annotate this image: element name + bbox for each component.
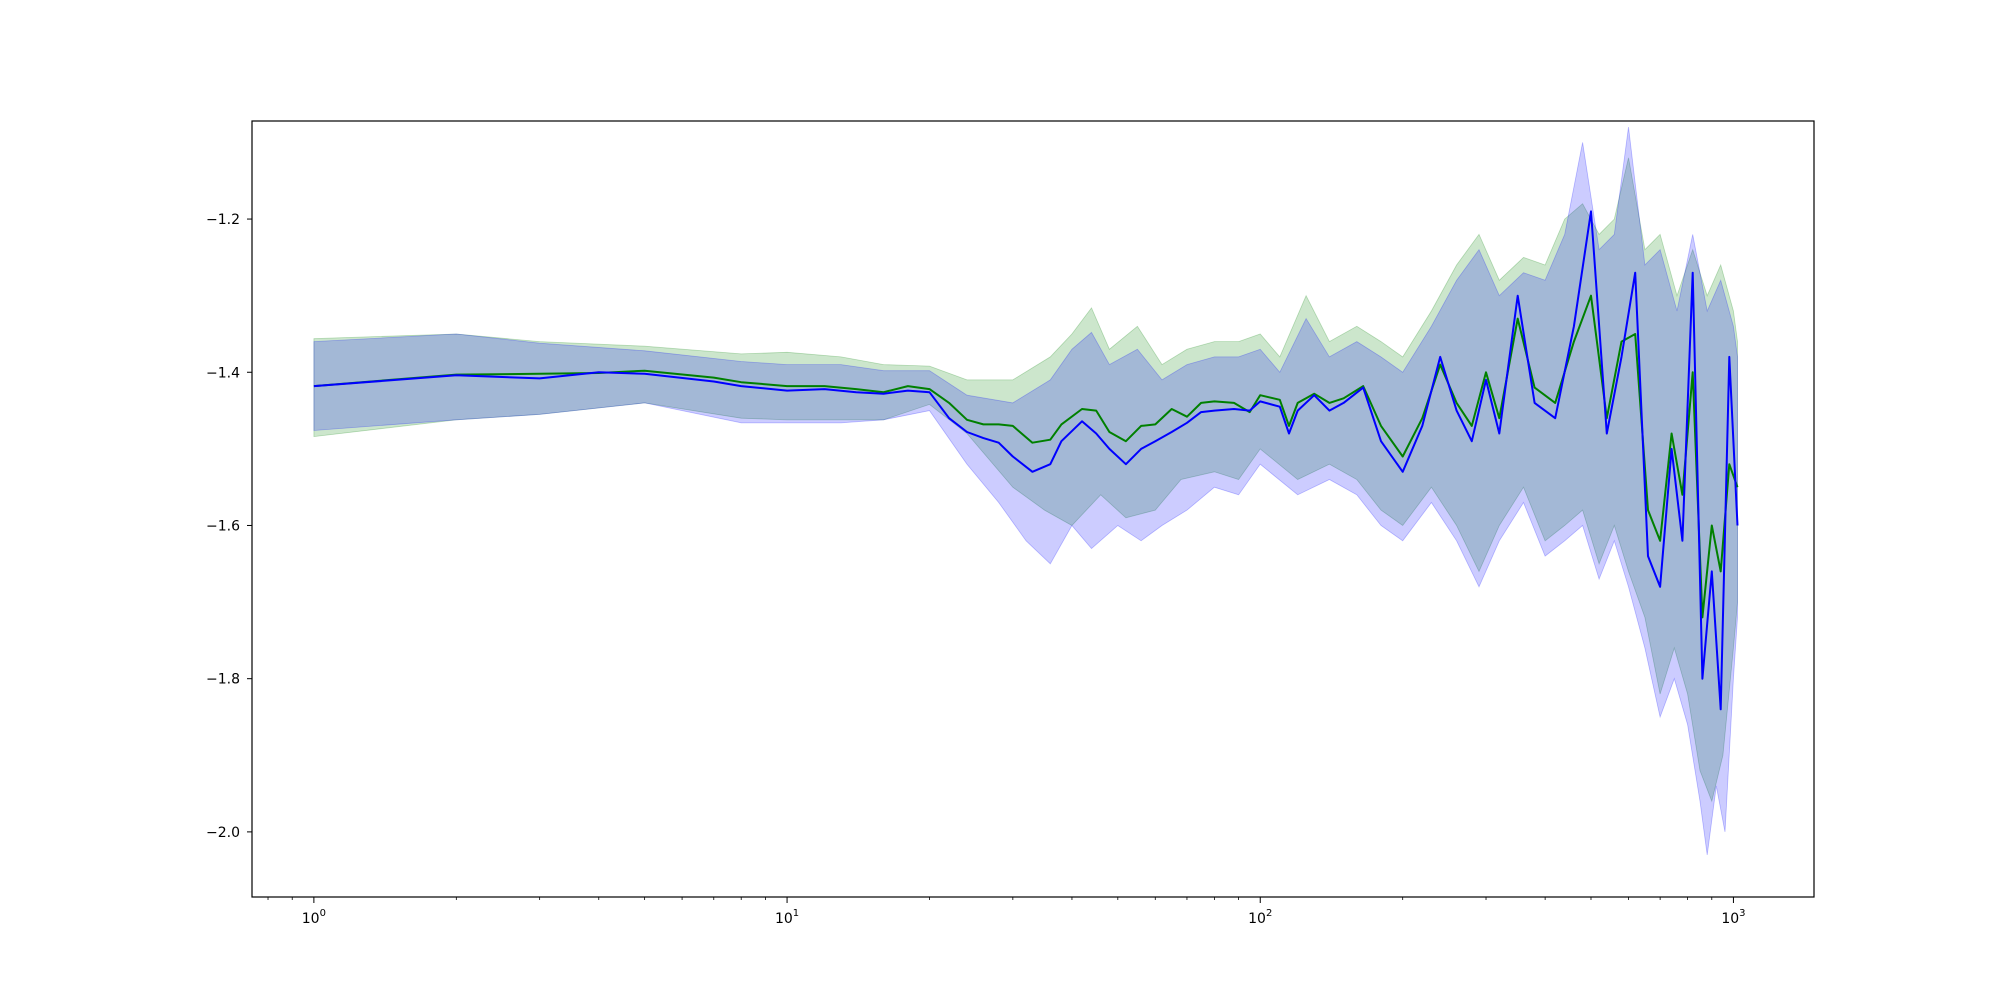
- y-tick-label: −1.8: [206, 672, 240, 688]
- series-1-band: [313, 157, 1738, 803]
- x-tick-label: 100: [302, 908, 326, 927]
- axes-frame: [251, 120, 1815, 898]
- y-tick-label: −1.6: [206, 518, 240, 534]
- x-tick-label: 101: [775, 908, 799, 927]
- y-tick-label: −1.2: [206, 212, 240, 228]
- series-1-line: [313, 294, 1739, 619]
- x-axis: 100 101 102 103: [267, 897, 1746, 927]
- y-axis: −2.0 −1.8 −1.6 −1.4 −1.2: [206, 212, 252, 841]
- x-tick-label: 103: [1721, 908, 1745, 927]
- plot-area: [313, 127, 1739, 855]
- series-2-band: [313, 127, 1738, 855]
- series-2-line: [313, 210, 1739, 711]
- y-tick-label: −1.4: [206, 365, 240, 381]
- y-tick-label: −2.0: [206, 825, 240, 841]
- x-tick-label: 102: [1248, 908, 1272, 927]
